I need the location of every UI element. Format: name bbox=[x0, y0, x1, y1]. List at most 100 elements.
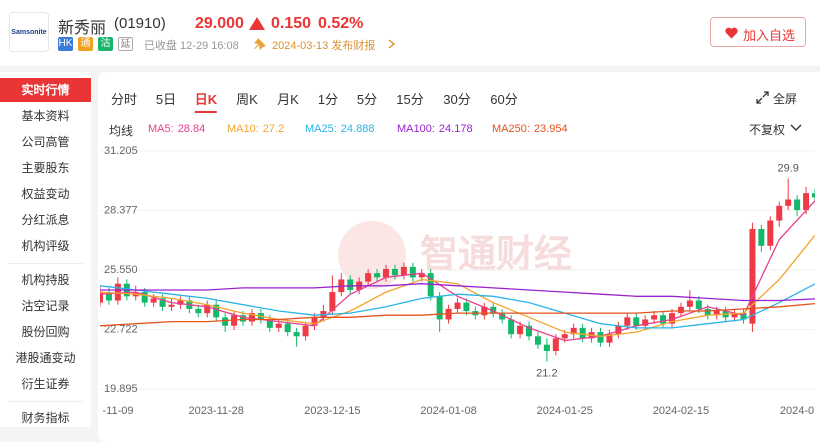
sidebar: 实时行情 基本资料 公司高管 主要股东 权益变动 分红派息 机构评级 机构持股 … bbox=[0, 72, 91, 427]
candle-body bbox=[383, 268, 389, 278]
candle-body bbox=[633, 317, 640, 326]
chevron-icon bbox=[388, 39, 396, 49]
candle-body bbox=[526, 325, 532, 337]
watch-button[interactable]: 加入自选 bbox=[710, 17, 806, 47]
candle-body bbox=[105, 292, 112, 301]
legend-value: 28.84 bbox=[178, 123, 206, 135]
candle-body bbox=[543, 344, 550, 352]
candle-body bbox=[749, 228, 756, 324]
candle-body bbox=[561, 334, 568, 339]
candle-body bbox=[731, 313, 738, 318]
candle-body bbox=[400, 266, 407, 276]
up-arrow-icon bbox=[249, 17, 265, 30]
max-label: 29.9 bbox=[777, 162, 798, 174]
candle-body bbox=[141, 292, 148, 303]
candle-body bbox=[293, 332, 300, 337]
nav-item[interactable]: 财务指标 bbox=[21, 411, 70, 425]
badge: HK bbox=[58, 37, 73, 51]
candle-body bbox=[615, 325, 622, 335]
nav-item[interactable]: 港股通变动 bbox=[15, 351, 76, 365]
legend-value: 27.2 bbox=[263, 123, 284, 135]
candle-body bbox=[704, 308, 711, 316]
candle-body bbox=[606, 334, 613, 343]
period-tab[interactable]: 周K bbox=[236, 92, 258, 107]
candle-body bbox=[302, 325, 309, 337]
period-tab[interactable]: 60分 bbox=[490, 92, 518, 107]
earnings-date[interactable]: 2024-03-13 发布财报 bbox=[272, 40, 376, 52]
candle-body bbox=[266, 319, 273, 328]
candle-body bbox=[114, 283, 121, 301]
period-tab[interactable]: 30分 bbox=[443, 92, 471, 107]
candle-body bbox=[204, 304, 211, 314]
legend-name: MA250: bbox=[492, 123, 530, 135]
candle-body bbox=[365, 273, 372, 282]
candle-body bbox=[150, 298, 157, 303]
watermark: 智通财经 bbox=[420, 234, 572, 276]
candle-body bbox=[177, 300, 184, 305]
nav-item[interactable]: 公司高管 bbox=[21, 135, 70, 149]
candle-body bbox=[570, 327, 577, 335]
candle-body bbox=[740, 313, 747, 320]
heart-icon bbox=[725, 27, 738, 39]
candle-body bbox=[669, 313, 675, 324]
nav-item[interactable]: 衍生证券 bbox=[21, 377, 70, 391]
market-status: 已收盘 12-29 16:08 bbox=[144, 40, 239, 52]
period-tab[interactable]: 5分 bbox=[356, 92, 378, 107]
chart-card bbox=[98, 72, 820, 442]
candle-body bbox=[597, 332, 604, 343]
candle-body bbox=[642, 319, 649, 326]
candle-body bbox=[767, 220, 774, 246]
candle-body bbox=[776, 205, 783, 221]
candle-body bbox=[436, 296, 443, 320]
nav-item[interactable]: 机构评级 bbox=[21, 239, 70, 253]
nav-item[interactable]: 权益变动 bbox=[21, 187, 70, 201]
period-tab[interactable]: 15分 bbox=[396, 92, 424, 107]
candle-body bbox=[624, 317, 631, 326]
candle-body bbox=[651, 315, 658, 320]
candle-body bbox=[463, 302, 470, 312]
candle-body bbox=[534, 336, 541, 345]
x-tick-label: 2024-02-15 bbox=[653, 405, 709, 417]
nav-item[interactable]: 基本资料 bbox=[21, 109, 70, 123]
period-tab[interactable]: 月K bbox=[277, 92, 299, 107]
fullscreen-button[interactable]: 全屏 bbox=[773, 92, 798, 106]
candle-body bbox=[195, 308, 202, 314]
period-tab[interactable]: 5日 bbox=[155, 92, 177, 107]
stock-code: (01910) bbox=[114, 15, 166, 32]
adjust-select[interactable]: 不复权 bbox=[749, 123, 786, 137]
nav-item[interactable]: 机构持股 bbox=[21, 273, 70, 287]
candle-body bbox=[481, 306, 488, 316]
legend-name: MA100: bbox=[397, 123, 435, 135]
period-tab[interactable]: 日K bbox=[194, 89, 218, 113]
legend-value: 23.954 bbox=[534, 123, 568, 135]
y-tick-label: 28.377 bbox=[104, 204, 138, 216]
fullscreen-icon bbox=[756, 91, 769, 104]
candle-body bbox=[686, 300, 693, 307]
dropdown-icon bbox=[790, 124, 802, 131]
candle-body bbox=[803, 193, 810, 211]
ma-line bbox=[100, 283, 815, 329]
ma-label: 均线 bbox=[109, 124, 134, 138]
candle-body bbox=[812, 193, 815, 198]
nav-item[interactable]: 分红派息 bbox=[21, 213, 70, 227]
period-tab[interactable]: 分时 bbox=[110, 92, 138, 107]
candle-body bbox=[409, 266, 416, 278]
x-tick-label: 2024-01-08 bbox=[420, 405, 476, 417]
legend-name: MA25: bbox=[305, 123, 337, 135]
nav-item[interactable]: 主要股东 bbox=[21, 161, 70, 175]
period-tab[interactable]: 1分 bbox=[317, 92, 339, 107]
nav-item[interactable]: 沽空记录 bbox=[21, 299, 70, 313]
ma-line bbox=[100, 234, 815, 337]
nav-item[interactable]: 股份回购 bbox=[21, 325, 70, 339]
nav-item[interactable]: 实时行情 bbox=[0, 78, 91, 102]
candle-body bbox=[517, 325, 524, 335]
candle-body bbox=[552, 338, 559, 352]
candle-body bbox=[418, 273, 425, 278]
candle-body bbox=[794, 199, 801, 211]
candle-body bbox=[168, 304, 175, 307]
logo: Samsonite bbox=[9, 12, 49, 52]
candle-body bbox=[695, 300, 702, 309]
chart: 智通财经 19.895 22.722 25.550 28.377 31.205 MA5: 28… bbox=[100, 123, 815, 417]
candle-body bbox=[222, 317, 229, 326]
